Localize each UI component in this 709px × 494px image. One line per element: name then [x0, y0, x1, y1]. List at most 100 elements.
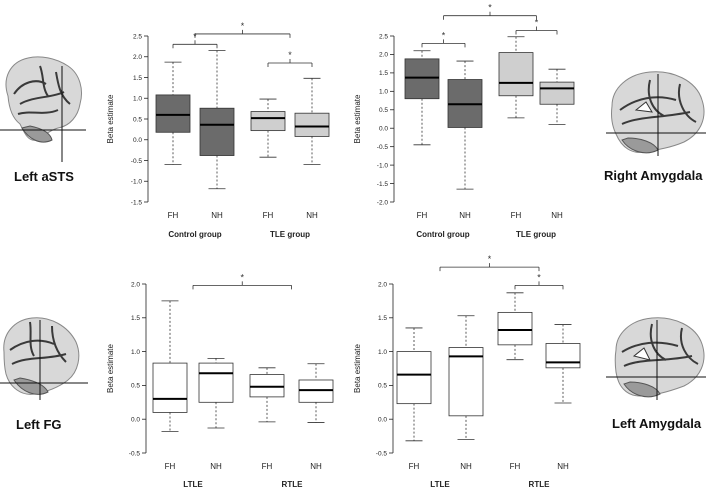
- significance-bracket: *: [443, 3, 537, 20]
- box-iqr: [250, 111, 286, 132]
- x-category-label: FH: [165, 462, 176, 471]
- box-fh-0: [404, 50, 440, 146]
- group-label: TLE group: [270, 230, 310, 239]
- x-category-label: NH: [211, 211, 223, 220]
- significance-star: *: [241, 21, 245, 31]
- y-axis-label: Beta estimate: [353, 94, 362, 143]
- box-iqr: [298, 379, 334, 403]
- chart-right-amygdala: -2.0 -1.5 -1.0 -0.5 0.0 0.5 1.0 1.5 2.0 2.5 Beta e…: [353, 3, 575, 239]
- y-tick-label: 0.5: [133, 116, 142, 123]
- x-category-label: FH: [510, 462, 521, 471]
- box-iqr: [294, 112, 330, 137]
- significance-star: *: [288, 50, 292, 60]
- y-tick-label: -0.5: [131, 158, 143, 165]
- box-nh-3: [294, 77, 330, 166]
- y-tick-label: 2.0: [379, 52, 388, 59]
- box-iqr: [448, 347, 484, 417]
- box-fh-0: [155, 61, 191, 166]
- y-tick-label: 1.0: [131, 349, 140, 356]
- y-tick-label: -0.5: [129, 450, 141, 457]
- chart-left-fg: -0.5 0.0 0.5 1.0 1.5 2.0 Beta estimate FH NH FH NH…: [106, 272, 334, 489]
- significance-star: *: [442, 30, 446, 40]
- y-tick-label: 1.0: [379, 89, 388, 96]
- y-tick-label: 2.0: [131, 281, 140, 288]
- label-left-amygdala: Left Amygdala: [612, 416, 702, 431]
- significance-star: *: [537, 272, 541, 282]
- box-iqr: [498, 52, 534, 97]
- box-nh-1: [199, 50, 235, 190]
- x-category-label: NH: [557, 462, 569, 471]
- y-tick-label: -1.0: [131, 179, 143, 186]
- box-fh-2: [250, 98, 286, 158]
- x-category-label: FH: [263, 211, 274, 220]
- significance-bracket: *: [194, 21, 291, 38]
- x-category-label: NH: [210, 462, 222, 471]
- box-fh-2: [498, 36, 534, 119]
- chart-left-amygdala: -0.5 0.0 0.5 1.0 1.5 2.0 Beta estimate FH NH FH NH…: [353, 254, 581, 489]
- brain-sagittal-left-asts: [0, 56, 86, 162]
- x-category-label: FH: [168, 211, 179, 220]
- box-nh-1: [448, 315, 484, 440]
- box-fh-2: [497, 292, 533, 361]
- y-tick-label: 2.0: [378, 281, 387, 288]
- y-tick-label: 1.5: [133, 75, 142, 82]
- box-iqr: [396, 351, 432, 405]
- brain-sagittal-right-amygdala: [606, 71, 706, 156]
- y-tick-label: -1.5: [131, 199, 143, 206]
- significance-bracket: *: [439, 254, 540, 272]
- group-label: RTLE: [529, 480, 551, 489]
- box-iqr: [539, 81, 575, 105]
- y-tick-label: 1.0: [378, 349, 387, 356]
- y-tick-label: 1.5: [379, 70, 388, 77]
- brain-sagittal-left-amygdala: [606, 317, 706, 400]
- group-label: TLE group: [516, 230, 556, 239]
- label-left-fg: Left FG: [16, 417, 62, 432]
- y-tick-label: 0.0: [131, 417, 140, 424]
- box-fh-2: [249, 367, 285, 423]
- significance-bracket: *: [514, 272, 564, 290]
- x-category-label: NH: [310, 462, 322, 471]
- x-category-label: FH: [262, 462, 273, 471]
- significance-bracket: *: [515, 17, 558, 35]
- y-tick-label: 0.0: [379, 126, 388, 133]
- y-tick-label: -1.0: [377, 162, 389, 169]
- chart-left-asts: -1.5 -1.0 -0.5 0.0 0.5 1.0 1.5 2.0 2.5 Beta estim…: [106, 21, 330, 239]
- y-tick-label: 0.5: [378, 383, 387, 390]
- x-category-label: NH: [551, 211, 563, 220]
- x-category-label: NH: [306, 211, 318, 220]
- significance-star: *: [488, 3, 492, 13]
- x-category-label: FH: [511, 211, 522, 220]
- group-label: LTLE: [430, 480, 450, 489]
- box-iqr: [545, 343, 581, 369]
- y-tick-label: 2.0: [133, 54, 142, 61]
- box-nh-3: [539, 68, 575, 125]
- box-iqr: [199, 107, 235, 156]
- x-category-label: FH: [417, 211, 428, 220]
- box-nh-3: [545, 324, 581, 404]
- box-nh-3: [298, 363, 334, 423]
- box-fh-0: [396, 327, 432, 442]
- y-tick-label: 1.5: [378, 315, 387, 322]
- box-iqr: [152, 362, 188, 413]
- x-category-label: NH: [460, 462, 472, 471]
- box-iqr: [404, 58, 440, 100]
- box-nh-1: [447, 60, 483, 190]
- y-tick-label: 0.5: [131, 383, 140, 390]
- y-tick-label: 0.0: [378, 417, 387, 424]
- box-iqr: [198, 362, 234, 403]
- box-iqr: [249, 374, 285, 398]
- box-fh-0: [152, 300, 188, 432]
- box-iqr: [155, 94, 191, 133]
- y-axis-label: Beta estimate: [106, 94, 115, 143]
- y-tick-label: -2.0: [377, 199, 389, 206]
- x-category-label: NH: [459, 211, 471, 220]
- y-tick-label: -1.5: [377, 181, 389, 188]
- significance-star: *: [488, 254, 492, 264]
- x-category-label: FH: [409, 462, 420, 471]
- significance-star: *: [240, 272, 244, 282]
- brain-sagittal-left-fg: [0, 317, 88, 400]
- y-tick-label: 2.5: [379, 33, 388, 40]
- significance-star: *: [535, 17, 539, 27]
- y-tick-label: 2.5: [133, 33, 142, 40]
